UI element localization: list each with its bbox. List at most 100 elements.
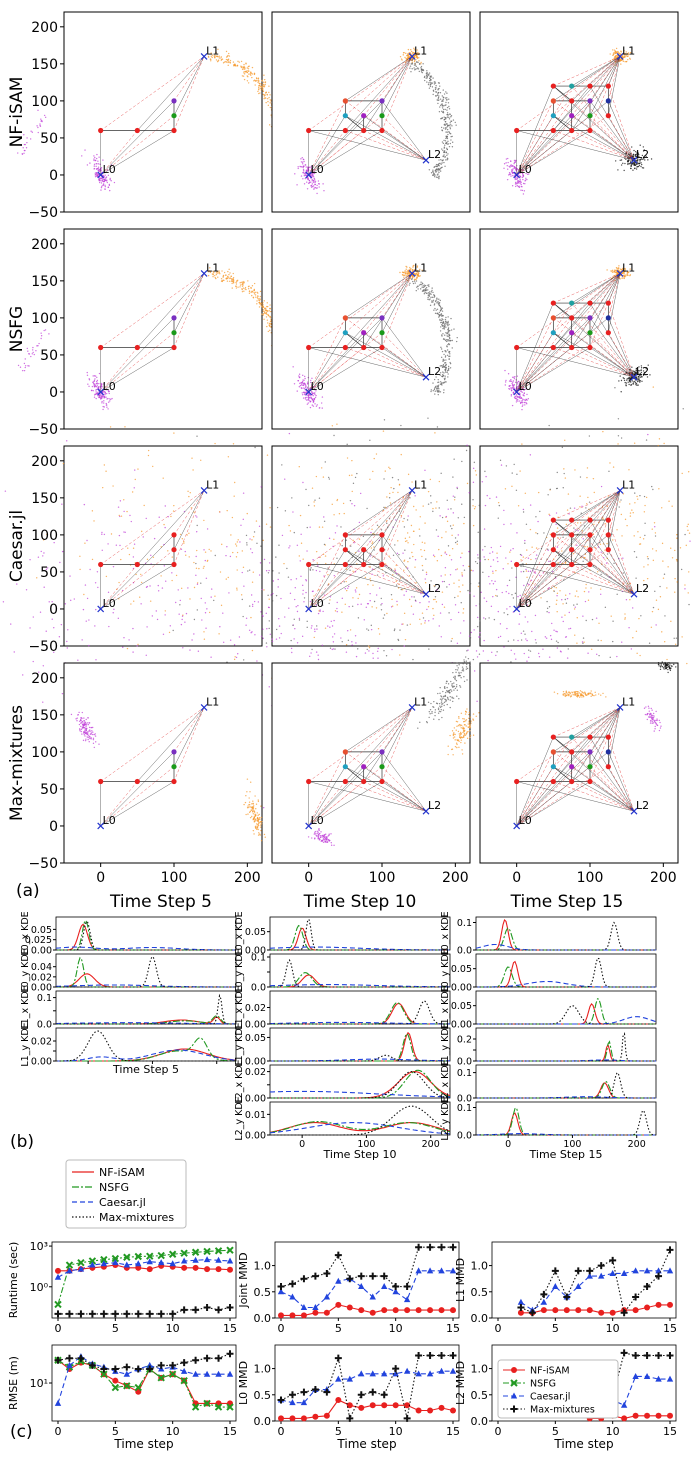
- sample-point: [351, 490, 353, 493]
- sample-point: [315, 550, 318, 553]
- sample-point: [637, 152, 639, 155]
- sample-point: [522, 556, 525, 558]
- sample-point: [456, 543, 458, 545]
- sample-point: [466, 444, 468, 447]
- sample-point: [293, 638, 295, 640]
- sample-point: [210, 596, 212, 598]
- sample-point: [475, 605, 477, 607]
- sample-point: [105, 575, 108, 578]
- sample-point: [450, 139, 452, 141]
- sample-point: [366, 648, 368, 651]
- sample-point: [366, 628, 368, 630]
- sample-point: [623, 49, 625, 52]
- sample-point: [370, 624, 373, 627]
- sample-point: [105, 392, 108, 395]
- sample-point: [36, 125, 38, 127]
- sample-point: [491, 651, 493, 654]
- sample-point: [341, 641, 343, 643]
- sample-point: [613, 271, 615, 273]
- sample-point: [433, 555, 436, 558]
- sample-point: [545, 637, 548, 639]
- sample-point: [419, 275, 421, 277]
- sample-point: [101, 533, 103, 535]
- sample-point: [534, 639, 537, 641]
- sample-point: [254, 294, 257, 296]
- sample-point: [241, 288, 243, 290]
- sample-point: [322, 610, 324, 613]
- sample-point: [676, 533, 678, 536]
- sample-point: [438, 177, 440, 180]
- pose-marker: [306, 344, 312, 351]
- sample-point: [306, 620, 308, 623]
- sample-point: [442, 371, 444, 373]
- sample-point: [620, 513, 623, 516]
- sample-point: [91, 510, 94, 512]
- sample-point: [385, 655, 388, 657]
- sample-point: [235, 287, 238, 289]
- sample-point: [470, 569, 473, 572]
- sample-point: [406, 54, 409, 57]
- sample-point: [663, 442, 665, 445]
- sample-point: [167, 516, 169, 518]
- sample-point: [473, 595, 475, 597]
- sample-point: [250, 632, 252, 634]
- sample-point: [399, 56, 402, 58]
- sample-point: [507, 161, 509, 164]
- sample-point: [330, 620, 332, 622]
- sample-point: [473, 461, 476, 464]
- sample-point: [444, 574, 446, 576]
- pose-marker: [569, 315, 575, 321]
- sample-point: [94, 384, 97, 387]
- sample-point: [416, 49, 418, 51]
- sample-point: [402, 623, 404, 625]
- sample-point: [448, 145, 451, 148]
- sample-point: [630, 165, 632, 167]
- sample-point: [223, 271, 226, 274]
- sample-point: [441, 591, 444, 593]
- sample-point: [441, 160, 444, 162]
- sample-point: [446, 97, 448, 99]
- sample-point: [553, 629, 555, 631]
- sample-point: [626, 524, 628, 527]
- pose-marker: [171, 113, 177, 119]
- sample-point: [413, 280, 416, 282]
- sample-point: [639, 654, 641, 657]
- sample-point: [405, 52, 407, 55]
- sample-point: [329, 647, 332, 649]
- sample-point: [229, 277, 231, 280]
- sample-point: [243, 63, 245, 66]
- sample-point: [294, 587, 296, 589]
- sample-point: [109, 400, 111, 402]
- sample-point: [617, 267, 620, 269]
- sample-point: [443, 127, 445, 129]
- sample-point: [526, 549, 528, 551]
- sample-point: [439, 98, 442, 100]
- sample-point: [312, 401, 315, 403]
- sample-point: [303, 375, 306, 378]
- sample-point: [163, 523, 165, 526]
- sample-point: [298, 373, 301, 375]
- sample-point: [284, 510, 287, 512]
- sample-point: [316, 625, 318, 627]
- sample-point: [629, 503, 631, 505]
- sample-point: [230, 275, 232, 277]
- sample-point: [266, 309, 269, 312]
- sample-point: [317, 612, 320, 615]
- sample-point: [630, 160, 632, 162]
- landmark-label: L1: [622, 261, 635, 274]
- sample-point: [435, 299, 437, 302]
- sample-point: [609, 53, 611, 55]
- sample-point: [86, 374, 89, 376]
- sample-point: [573, 507, 576, 509]
- pose-marker: [134, 344, 140, 351]
- sample-point: [264, 92, 267, 94]
- sample-point: [321, 644, 324, 647]
- sample-point: [260, 304, 262, 307]
- landmark-marker: [305, 171, 313, 179]
- sample-point: [265, 312, 268, 314]
- sample-point: [517, 182, 519, 185]
- measurement-edge: [100, 130, 175, 176]
- sample-point: [514, 178, 516, 181]
- sample-point: [198, 567, 200, 570]
- measurement-edge: [345, 130, 427, 161]
